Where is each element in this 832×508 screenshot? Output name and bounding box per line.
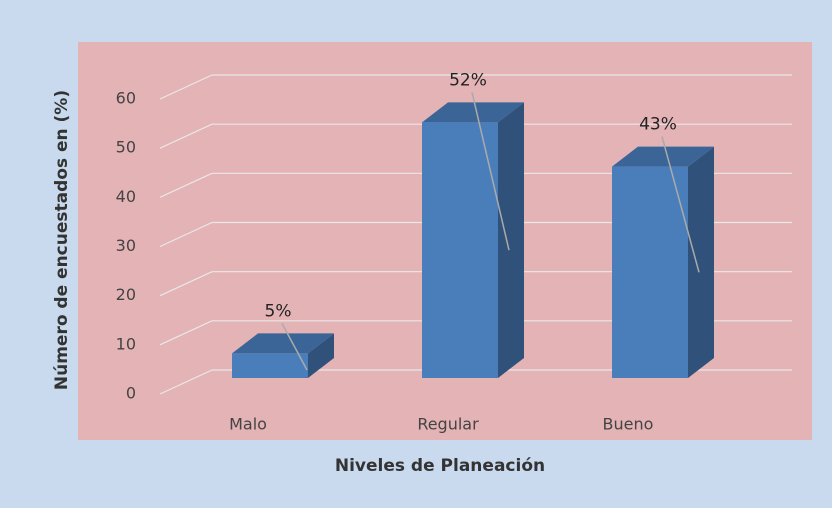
bar [422,122,498,378]
bar-top [422,102,524,123]
grid-line [159,221,213,248]
x-tick-label: Regular [417,415,479,434]
bar-side [498,102,524,378]
grid-line [159,320,213,346]
leader-line [471,92,510,251]
y-tick-label: 60 [116,89,136,108]
bar-top [612,146,714,167]
data-label: 43% [639,115,677,135]
bar-top [232,333,334,354]
grid-line [159,271,213,297]
y-tick-label: 30 [116,236,136,255]
bar [612,166,688,378]
data-label: 52% [449,70,487,90]
grid-line [159,172,213,198]
grid-line [159,369,213,395]
y-tick-label: 10 [116,334,136,353]
x-axis-title: Niveles de Planeación [335,456,545,476]
y-tick-label: 20 [116,285,136,304]
data-label: 5% [265,301,292,321]
bar-side [688,146,714,378]
y-tick-label: 0 [126,384,136,403]
leader-line [281,323,308,371]
y-tick-label: 50 [116,138,136,157]
y-axis-title: Número de encuestados en (%) [52,90,72,390]
bar [232,353,308,378]
y-tick-label: 40 [116,187,136,206]
grid-line [159,74,213,100]
x-tick-label: Malo [229,415,267,434]
leader-line [661,136,700,273]
x-tick-label: Bueno [603,415,654,434]
bar-side [308,333,334,378]
grid-line [159,123,213,149]
